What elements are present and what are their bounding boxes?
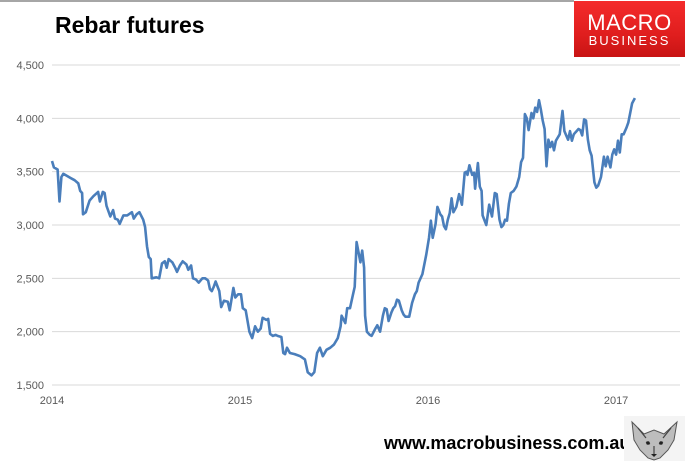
logo-line2: BUSINESS — [588, 33, 671, 48]
logo-line1: MACRO — [587, 10, 672, 35]
y-axis-ticks: 1,500 2,000 2,500 3,000 3,500 4,000 4,500 — [16, 60, 44, 392]
top-border — [0, 0, 574, 2]
x-tick-label: 2014 — [40, 395, 64, 407]
y-tick-label: 3,000 — [16, 220, 44, 232]
series-line — [50, 97, 637, 377]
y-tick-label: 3,500 — [16, 167, 44, 179]
y-tick-label: 1,500 — [16, 380, 44, 392]
y-tick-label: 2,000 — [16, 327, 44, 339]
y-tick-label: 4,000 — [16, 113, 44, 125]
footer-url: www.macrobusiness.com.au — [384, 433, 631, 453]
x-axis-ticks: 2014 2015 2016 2017 — [40, 395, 629, 407]
x-tick-label: 2016 — [416, 395, 440, 407]
x-tick-label: 2015 — [228, 395, 252, 407]
y-tick-label: 2,500 — [16, 273, 44, 285]
chart-title: Rebar futures — [55, 12, 205, 38]
wolf-head-icon — [624, 416, 685, 461]
y-tick-label: 4,500 — [16, 60, 44, 72]
gridlines — [52, 64, 680, 386]
macrobusiness-logo: MACRO BUSINESS — [574, 1, 685, 57]
x-tick-label: 2017 — [604, 395, 628, 407]
